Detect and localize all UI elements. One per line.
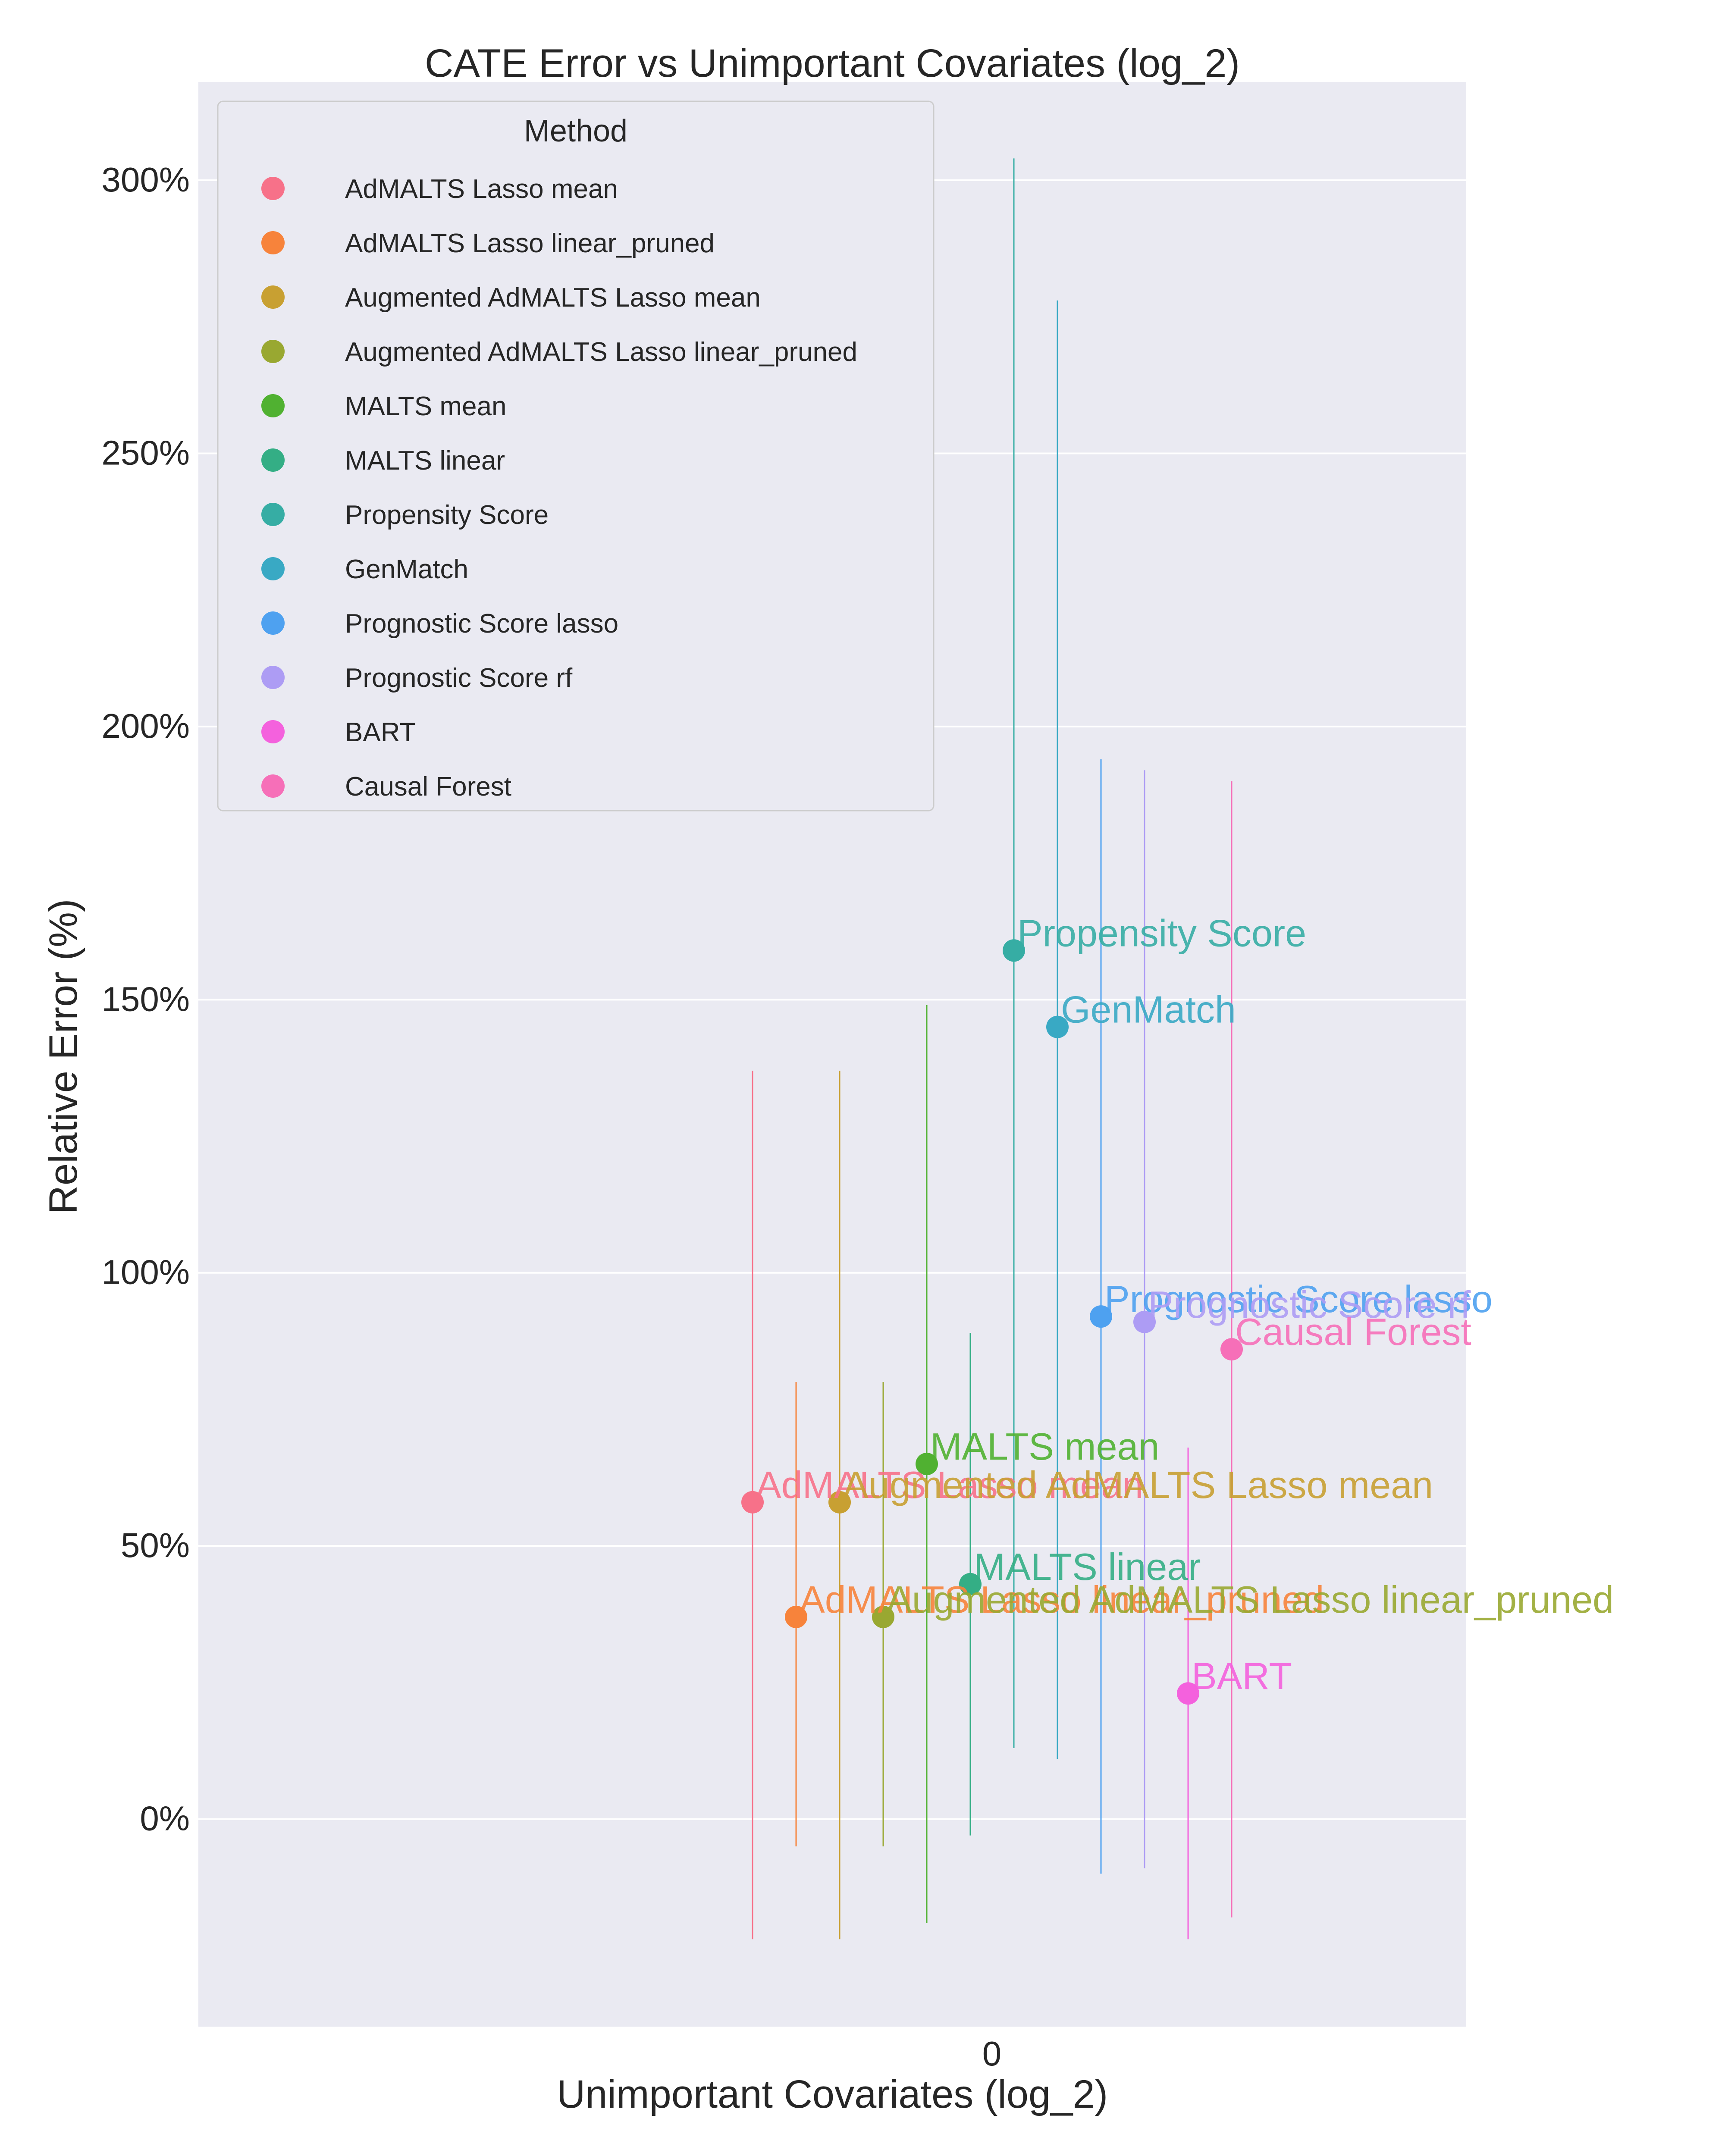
data-label: AdMALTS Lasso mean: [756, 1463, 1143, 1506]
legend-marker: [261, 231, 285, 254]
legend-entry: MALTS linear: [345, 446, 505, 476]
point-labels: AdMALTS Lasso mean AdMALTS Lasso linear_p…: [756, 912, 1614, 1697]
legend-marker: [261, 611, 285, 635]
legend-entry: Prognostic Score rf: [345, 663, 573, 693]
y-tick-label: 150%: [101, 980, 190, 1018]
data-label: MALTS mean: [930, 1425, 1159, 1468]
x-tick-label: 0: [982, 2034, 1002, 2073]
data-point: [741, 1491, 764, 1514]
legend-title: Method: [524, 114, 627, 148]
data-label: GenMatch: [1061, 988, 1236, 1031]
y-axis-ticks: 0% 50% 100% 150% 200% 250% 300%: [101, 160, 190, 1838]
legend-entry: Augmented AdMALTS Lasso linear_pruned: [345, 337, 857, 367]
legend-marker: [261, 557, 285, 580]
legend-entry: MALTS mean: [345, 392, 506, 421]
data-point: [1133, 1310, 1156, 1333]
data-points: [741, 939, 1243, 1705]
legend-marker: [261, 394, 285, 417]
y-tick-label: 100%: [101, 1253, 190, 1291]
y-axis-label: Relative Error (%): [41, 899, 85, 1214]
legend: Method AdMALTS Lasso mean AdMALTS Lasso l…: [217, 100, 935, 812]
data-label: Causal Forest: [1235, 1310, 1471, 1353]
legend-marker: [261, 177, 285, 200]
legend-marker: [261, 774, 285, 798]
data-label: AdMALTS Lasso linear_pruned: [800, 1578, 1324, 1621]
data-label: MALTS linear: [974, 1545, 1201, 1588]
legend-marker: [261, 340, 285, 363]
data-label: Augmented AdMALTS Lasso mean: [843, 1463, 1433, 1506]
data-label: Propensity Score: [1017, 912, 1306, 954]
legend-entry: Propensity Score: [345, 500, 549, 530]
data-label: Augmented AdMALTS Lasso linear_pruned: [887, 1578, 1614, 1621]
data-point: [959, 1573, 982, 1595]
legend-marker: [261, 720, 285, 743]
data-point: [1177, 1682, 1199, 1705]
y-tick-label: 250%: [101, 433, 190, 472]
legend-entry: BART: [345, 718, 416, 747]
data-point: [1220, 1338, 1243, 1361]
data-point: [1003, 939, 1025, 962]
legend-box: [217, 100, 935, 812]
legend-entry: Prognostic Score lasso: [345, 609, 618, 639]
legend-items: AdMALTS Lasso mean AdMALTS Lasso linear_p…: [261, 174, 857, 802]
data-point: [1090, 1305, 1112, 1328]
x-axis-ticks: 0: [982, 2034, 1002, 2073]
data-point: [828, 1491, 851, 1514]
y-tick-label: 300%: [101, 160, 190, 199]
data-point: [916, 1453, 938, 1476]
legend-entry: Causal Forest: [345, 772, 511, 802]
y-tick-label: 0%: [140, 1799, 190, 1838]
data-point: [1046, 1015, 1069, 1038]
legend-entry: Augmented AdMALTS Lasso mean: [345, 283, 761, 313]
legend-entry: AdMALTS Lasso linear_pruned: [345, 229, 715, 258]
legend-marker: [261, 503, 285, 526]
data-point: [872, 1605, 894, 1628]
legend-marker: [261, 448, 285, 472]
chart-title: CATE Error vs Unimportant Covariates (lo…: [425, 41, 1240, 85]
data-label: BART: [1192, 1655, 1292, 1697]
legend-marker: [261, 285, 285, 309]
data-label: Prognostic Score lasso: [1104, 1278, 1493, 1320]
legend-marker: [261, 666, 285, 689]
legend-entry: AdMALTS Lasso mean: [345, 174, 618, 204]
y-tick-label: 200%: [101, 707, 190, 745]
y-tick-label: 50%: [121, 1526, 190, 1564]
x-axis-label: Unimportant Covariates (log_2): [557, 2072, 1108, 2116]
data-point: [785, 1605, 807, 1628]
legend-entry: GenMatch: [345, 555, 468, 584]
data-label: Prognostic Score rf: [1148, 1283, 1471, 1326]
